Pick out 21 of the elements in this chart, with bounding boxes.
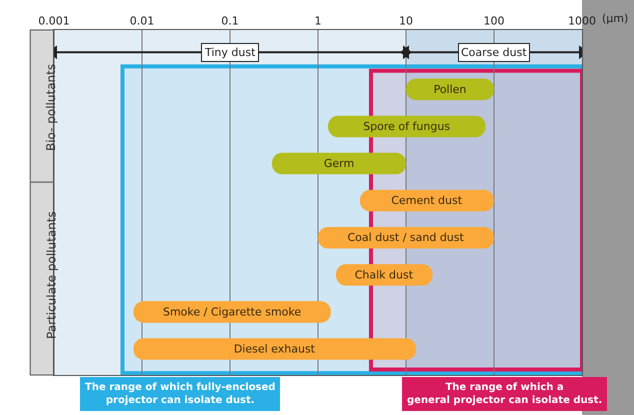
y-tick-label: Smoke / Cigarette smoke [162,305,302,318]
annotation: Particulate pollutants [44,211,58,339]
x-tick-label: 0.1 [221,14,239,28]
y-tick-label: Chalk dust [354,268,414,282]
y-tick-label: Pollen [434,82,466,96]
x-tick-label: 0.001 [38,14,70,28]
band-label: The range of which fully-enclosed projector can isolate dust. [85,382,276,406]
band-label: Coarse dust [461,46,528,59]
x-tick-label: 100 [484,14,504,28]
annotation: Bio- pollutants [44,64,58,152]
x-tick-label: 1 [314,14,322,28]
y-tick-label: Coal dust / sand dust [347,231,465,244]
y-tick-label: Germ [324,157,354,170]
y-tick-label: Cement dust [391,194,463,208]
x-tick-label: 0.01 [130,14,154,28]
band-label: The range of which a general projector can isolate dust. [407,382,602,406]
x-tick-label: 10 [399,14,413,28]
y-tick-label: Diesel exhaust [234,342,316,356]
x-axis-title: (µm) [602,12,628,25]
y-tick-label: Spore of fungus [363,120,450,133]
band-label: Tiny dust [204,46,256,59]
